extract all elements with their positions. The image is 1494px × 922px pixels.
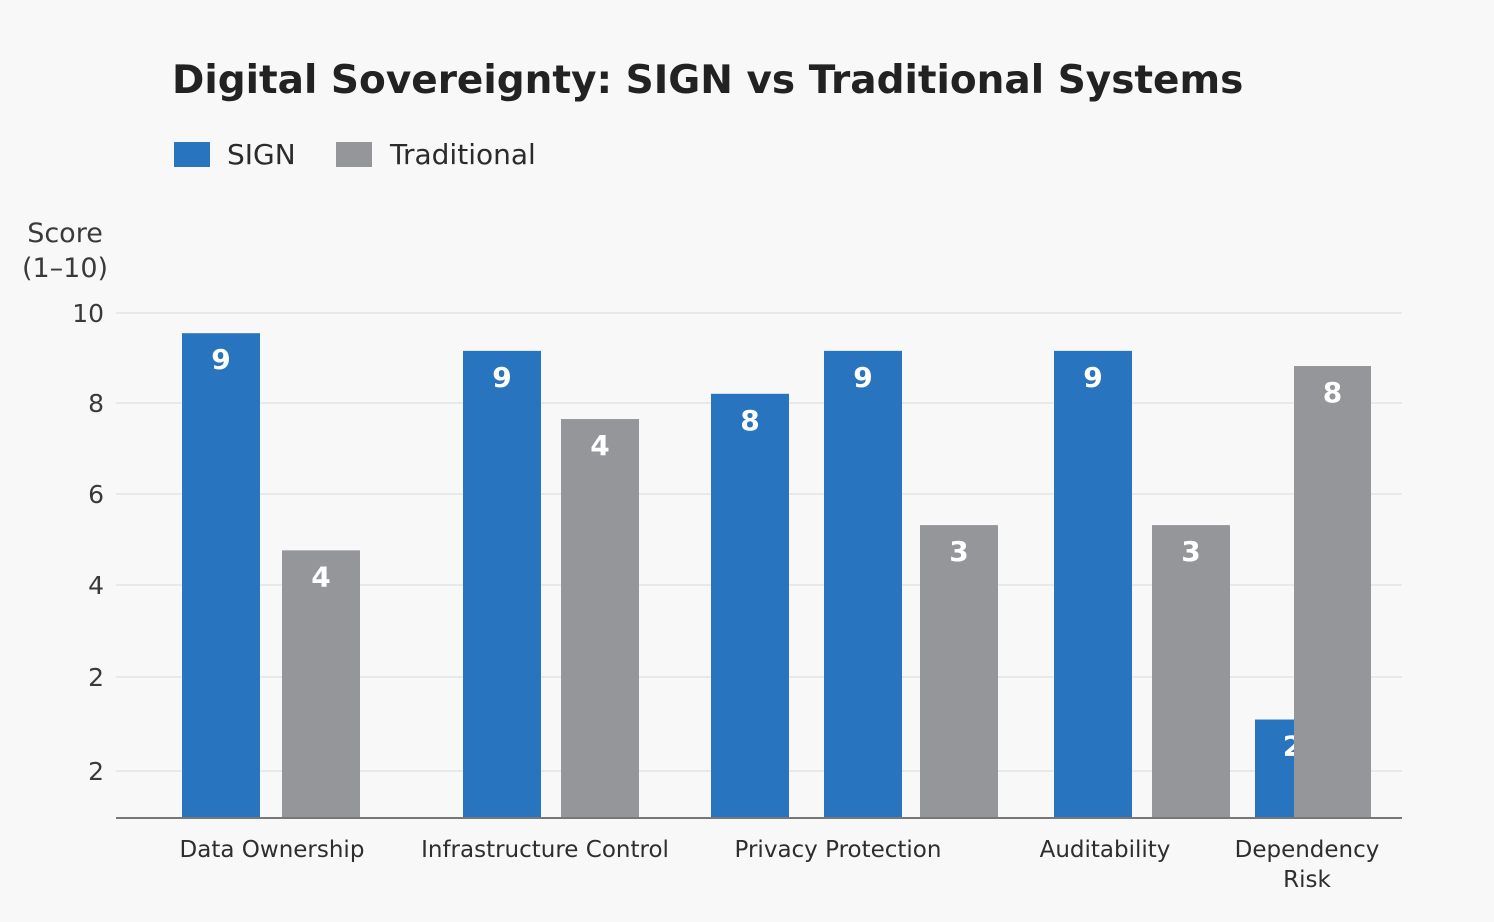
bar-sign xyxy=(1054,350,1132,818)
bar-traditional xyxy=(920,525,998,818)
y-tick-label: 8 xyxy=(88,389,104,418)
y-axis-ticks: 10 8 6 4 2 2 xyxy=(72,299,104,786)
chart-title: Digital Sovereignty: SIGN vs Traditional… xyxy=(172,58,1243,103)
legend-swatch-sign xyxy=(174,142,210,167)
y-tick-label: 2 xyxy=(88,663,104,692)
bar-traditional xyxy=(1294,366,1371,818)
x-category-label: Infrastructure Control xyxy=(421,837,669,863)
y-tick-label: 6 xyxy=(88,480,104,509)
x-axis-categories: Data Ownership Infrastructure Control Priv… xyxy=(180,837,1380,893)
bar-sign xyxy=(711,393,789,818)
x-category-label: Dependency xyxy=(1235,837,1380,863)
bar-sign xyxy=(463,350,541,818)
x-category-label: Risk xyxy=(1283,867,1331,893)
bar-sign xyxy=(824,350,902,818)
bar-traditional xyxy=(282,550,360,818)
bar-value-label: 3 xyxy=(949,535,968,568)
legend: SIGN Traditional xyxy=(174,138,536,171)
y-axis-title-line1: Score xyxy=(27,218,103,249)
bar-value-label: 3 xyxy=(1181,535,1200,568)
x-category-label: Privacy Protection xyxy=(735,837,942,863)
bar-value-label: 9 xyxy=(211,343,230,376)
legend-label-sign: SIGN xyxy=(227,138,296,171)
bar-value-label: 9 xyxy=(492,361,511,394)
bar-value-label: 8 xyxy=(740,404,759,437)
y-axis-title-line2: (1–10) xyxy=(22,253,108,284)
bar-traditional xyxy=(561,419,639,818)
legend-label-traditional: Traditional xyxy=(389,138,536,171)
x-category-label: Data Ownership xyxy=(180,837,365,863)
bar-value-label: 9 xyxy=(1083,361,1102,394)
bar-value-label: 9 xyxy=(853,361,872,394)
bar-value-label: 8 xyxy=(1323,376,1342,409)
bar-value-label: 4 xyxy=(590,429,609,462)
x-category-label: Auditability xyxy=(1040,837,1171,863)
bar-sign xyxy=(182,333,260,818)
bar-value-label: 4 xyxy=(311,560,330,593)
y-tick-label: 4 xyxy=(88,571,104,600)
legend-swatch-traditional xyxy=(336,142,372,167)
y-tick-label: 2 xyxy=(88,757,104,786)
bar-traditional xyxy=(1152,525,1230,818)
y-tick-label: 10 xyxy=(72,299,104,328)
